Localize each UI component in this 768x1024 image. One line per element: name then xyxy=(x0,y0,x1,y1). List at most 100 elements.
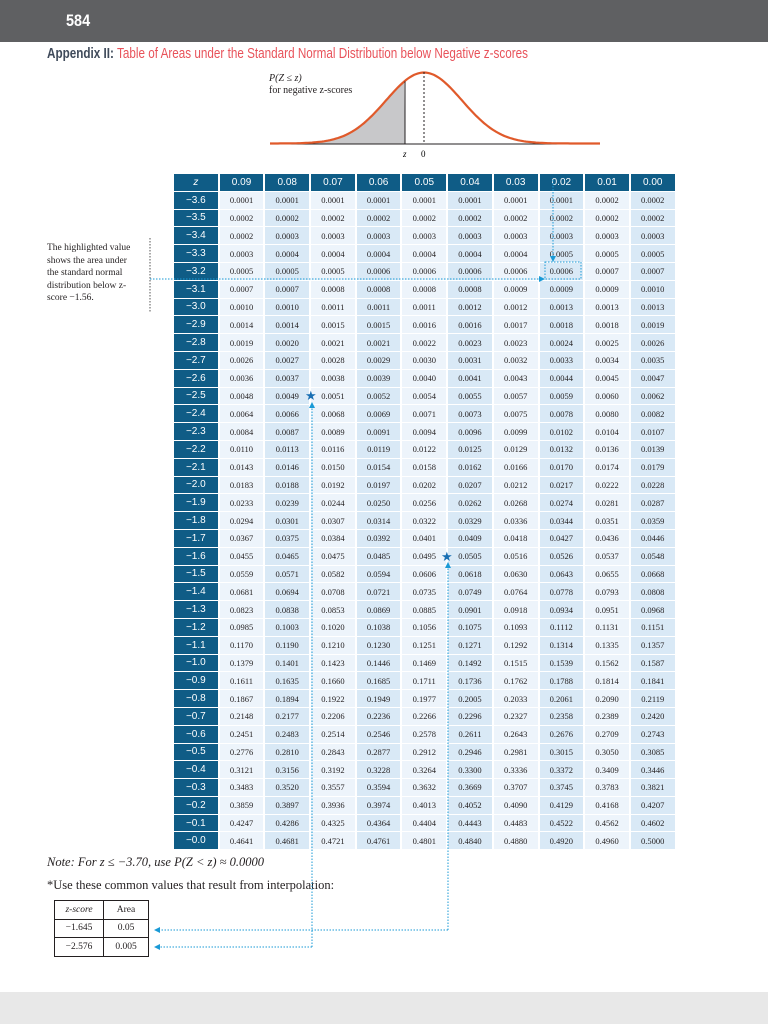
value-cell: 0.0002 xyxy=(402,209,447,227)
z-value-cell: −1.2 xyxy=(174,618,218,636)
value-cell: 0.0038 xyxy=(311,369,355,387)
value-cell: 0.0003 xyxy=(311,227,355,245)
value-cell: 0.0119 xyxy=(356,440,401,458)
value-cell: 0.1335 xyxy=(585,636,629,654)
value-cell: 0.3050 xyxy=(585,743,629,761)
value-cell: 0.0256 xyxy=(402,494,447,512)
value-cell: 0.1151 xyxy=(630,618,675,636)
z-value-cell: −1.9 xyxy=(174,494,218,512)
value-cell: 0.0031 xyxy=(448,351,492,369)
value-cell: 0.0526 xyxy=(539,547,584,565)
value-cell: 0.0002 xyxy=(585,191,629,209)
value-cell: 0.0008 xyxy=(356,280,401,298)
z-value-cell: −2.3 xyxy=(174,423,218,440)
value-cell: 0.0985 xyxy=(219,618,264,636)
value-cell: 0.0049 xyxy=(265,387,310,405)
z-value-cell: −0.8 xyxy=(174,690,218,707)
value-cell: 0.0004 xyxy=(493,245,538,262)
zscore-cell: −1.645 xyxy=(54,918,104,938)
value-cell: 0.0003 xyxy=(265,227,310,245)
value-cell: 0.3483 xyxy=(219,779,264,796)
value-cell: 0.0003 xyxy=(539,227,584,245)
value-cell: 0.0003 xyxy=(402,227,447,245)
value-cell: 0.1292 xyxy=(493,636,538,654)
value-cell: 0.0008 xyxy=(448,280,492,298)
column-header: 0.00 xyxy=(630,174,675,191)
value-cell: 0.0207 xyxy=(448,476,492,494)
value-cell: 0.0001 xyxy=(219,191,264,209)
value-cell: 0.0002 xyxy=(493,209,538,227)
value-cell: 0.0030 xyxy=(402,351,447,369)
value-cell: 0.2061 xyxy=(539,690,584,707)
value-cell: 0.0113 xyxy=(265,440,310,458)
page-title: Appendix II: Table of Areas under the St… xyxy=(47,45,528,62)
z-value-cell: −1.0 xyxy=(174,654,218,672)
value-cell: 0.1423 xyxy=(311,654,355,672)
value-cell: 0.4483 xyxy=(493,814,538,832)
value-cell: 0.0384 xyxy=(311,529,355,547)
value-cell: 0.0014 xyxy=(219,316,264,334)
title-lead: Appendix II: xyxy=(47,45,114,62)
value-cell: 0.0778 xyxy=(539,583,584,601)
value-cell: 0.4207 xyxy=(630,796,675,814)
value-cell: 0.0003 xyxy=(585,227,629,245)
table-row: −0.5 0.2776 0.2810 0.2843 0.2877 0.2912 0.2946… xyxy=(174,743,675,761)
value-cell: 0.0069 xyxy=(356,405,401,423)
value-cell: 0.0055 xyxy=(448,387,492,405)
value-cell: 0.3409 xyxy=(585,761,629,779)
value-cell: 0.0166 xyxy=(493,458,538,476)
table-row: −1.7 0.0367 0.0375 0.0384 0.0392 0.0401 0.0409… xyxy=(174,529,675,547)
z-value-cell: −2.1 xyxy=(174,458,218,476)
value-cell: 0.2514 xyxy=(311,725,355,743)
value-cell: 0.0001 xyxy=(493,191,538,209)
value-cell: 0.0793 xyxy=(585,583,629,601)
value-cell: 0.0618 xyxy=(448,565,492,583)
value-cell: 0.0019 xyxy=(630,316,675,334)
table-row: −3.5 0.0002 0.0002 0.0002 0.0002 0.0002 0.0002… xyxy=(174,209,675,227)
value-cell: 0.0004 xyxy=(311,245,355,262)
value-cell: 0.0004 xyxy=(448,245,492,262)
value-cell: 0.4801 xyxy=(402,832,447,850)
value-cell: 0.0505 xyxy=(448,547,492,565)
column-header: 0.03 xyxy=(493,174,538,191)
value-cell: 0.0202 xyxy=(402,476,447,494)
value-cell: 0.1841 xyxy=(630,672,675,690)
value-cell: 0.0018 xyxy=(585,316,629,334)
value-cell: 0.0019 xyxy=(219,334,264,351)
value-cell: 0.2810 xyxy=(265,743,310,761)
column-header: 0.07 xyxy=(311,174,355,191)
value-cell: 0.3897 xyxy=(265,796,310,814)
value-cell: 0.0901 xyxy=(448,601,492,618)
table-row: −0.9 0.1611 0.1635 0.1660 0.1685 0.1711 0.1736… xyxy=(174,672,675,690)
table-row: −3.2 0.0005 0.0005 0.0005 0.0006 0.0006 0.0006… xyxy=(174,262,675,280)
value-cell: 0.0154 xyxy=(356,458,401,476)
value-cell: 0.0004 xyxy=(402,245,447,262)
z-value-cell: −2.0 xyxy=(174,476,218,494)
value-cell: 0.0853 xyxy=(311,601,355,618)
value-cell: 0.0301 xyxy=(265,512,310,529)
value-cell: 0.0336 xyxy=(493,512,538,529)
value-cell: 0.4325 xyxy=(311,814,355,832)
value-cell: 0.0307 xyxy=(311,512,355,529)
value-cell: 0.0630 xyxy=(493,565,538,583)
value-cell: 0.0048 xyxy=(219,387,264,405)
value-cell: 0.1170 xyxy=(219,636,264,654)
value-cell: 0.1977 xyxy=(402,690,447,707)
value-cell: 0.1922 xyxy=(311,690,355,707)
value-cell: 0.2033 xyxy=(493,690,538,707)
value-cell: 0.0084 xyxy=(219,423,264,440)
value-cell: 0.0087 xyxy=(265,423,310,440)
value-cell: 0.0681 xyxy=(219,583,264,601)
value-cell: 0.0045 xyxy=(585,369,629,387)
z-value-cell: −1.5 xyxy=(174,565,218,583)
table-row: −3.6 0.0001 0.0001 0.0001 0.0001 0.0001 0.0001… xyxy=(174,191,675,209)
value-cell: 0.0002 xyxy=(448,209,492,227)
value-cell: 0.1314 xyxy=(539,636,584,654)
value-cell: 0.0401 xyxy=(402,529,447,547)
value-cell: 0.3192 xyxy=(311,761,355,779)
value-cell: 0.2296 xyxy=(448,707,492,725)
value-cell: 0.2483 xyxy=(265,725,310,743)
value-cell: 0.0465 xyxy=(265,547,310,565)
value-cell: 0.0082 xyxy=(630,405,675,423)
value-cell: 0.3936 xyxy=(311,796,355,814)
